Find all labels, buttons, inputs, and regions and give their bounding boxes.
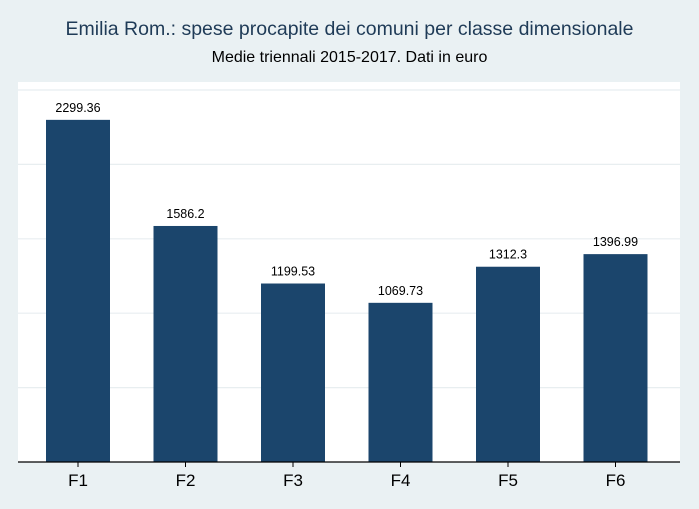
chart-title: Emilia Rom.: spese procapite dei comuni … — [65, 18, 634, 40]
chart-subtitle: Medie triennali 2015-2017. Dati in euro — [211, 49, 488, 66]
bar — [46, 119, 110, 463]
plot-area — [18, 82, 680, 462]
x-tick-label: F5 — [498, 471, 518, 490]
bar-value-label: 1069.73 — [378, 284, 423, 298]
bar-value-label: 1199.53 — [271, 265, 315, 279]
bar — [476, 266, 540, 462]
bar — [261, 283, 325, 462]
x-tick-label: F6 — [606, 471, 626, 490]
bar — [583, 254, 648, 462]
bar — [368, 302, 433, 462]
bar-value-label: 1586.2 — [166, 207, 204, 221]
bar-value-label: 2299.36 — [55, 101, 100, 115]
x-tick-label: F2 — [176, 471, 196, 490]
x-tick-label: F4 — [391, 471, 411, 490]
x-tick-label: F1 — [68, 471, 88, 490]
bar-value-label: 1396.99 — [593, 235, 638, 249]
bar — [153, 225, 218, 462]
x-tick-label: F3 — [283, 471, 303, 490]
bar-value-label: 1312.3 — [489, 248, 527, 262]
